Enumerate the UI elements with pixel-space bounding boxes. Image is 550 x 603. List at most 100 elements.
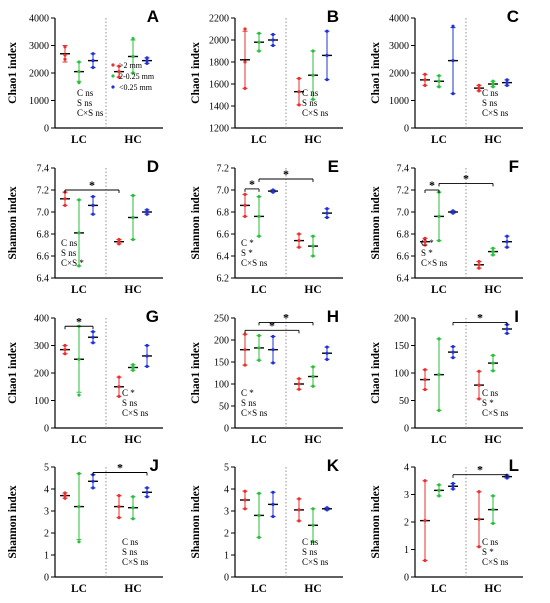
panel-h: 0 50 100 150 200 250 Chao1 index LC HC H * * C *S ns… bbox=[190, 307, 343, 446]
y-tick-label: 4000 bbox=[29, 14, 49, 25]
data-point bbox=[243, 332, 247, 336]
data-point bbox=[423, 378, 427, 382]
y-tick-label: 0 bbox=[224, 424, 229, 435]
y-tick-label: 3 bbox=[44, 507, 49, 518]
data-point bbox=[477, 383, 481, 387]
x-category-lc: LC bbox=[431, 434, 447, 446]
data-point bbox=[257, 40, 261, 44]
y-tick-label: 7.2 bbox=[37, 186, 50, 197]
y-axis-title: Chao1 index bbox=[370, 342, 382, 404]
data-point bbox=[505, 83, 509, 87]
panel-g: 0 100 200 300 400 Chao1 index LC HC G * C *S nsC×S… bbox=[7, 307, 163, 446]
x-category-hc: HC bbox=[124, 583, 141, 595]
panel-letter: I bbox=[514, 307, 519, 326]
y-tick-label: 1400 bbox=[209, 102, 229, 113]
data-point bbox=[311, 97, 315, 101]
y-tick-label: 7.2 bbox=[397, 186, 410, 197]
data-point bbox=[117, 242, 121, 246]
data-point bbox=[423, 558, 427, 563]
data-point bbox=[63, 352, 67, 356]
data-point bbox=[437, 494, 441, 498]
x-category-lc: LC bbox=[431, 284, 447, 296]
y-tick-label: 6.6 bbox=[217, 230, 230, 241]
panel-letter: G bbox=[146, 307, 159, 326]
significance-label: * bbox=[269, 318, 275, 332]
y-tick-label: 6.8 bbox=[217, 208, 230, 219]
data-point bbox=[297, 497, 301, 501]
data-point bbox=[477, 397, 481, 401]
y-axis-title: Shannon index bbox=[370, 485, 382, 558]
data-point bbox=[311, 523, 315, 527]
y-tick-label: 0 bbox=[44, 573, 49, 584]
y-tick-label: 0 bbox=[224, 573, 229, 584]
data-point bbox=[63, 496, 67, 500]
data-point bbox=[477, 545, 481, 549]
x-category-lc: LC bbox=[431, 583, 447, 595]
y-tick-label: 5 bbox=[44, 463, 49, 474]
data-point bbox=[297, 387, 301, 391]
legend-marker bbox=[111, 85, 115, 89]
y-tick-label: 7.0 bbox=[217, 186, 230, 197]
panel-f: 6.4 6.6 6.8 7.0 7.2 7.4 Shannon index LC HC F * * C … bbox=[370, 157, 523, 296]
data-point bbox=[117, 505, 121, 509]
data-point bbox=[311, 365, 315, 369]
y-tick-label: 100 bbox=[34, 396, 49, 407]
data-point bbox=[243, 507, 247, 511]
stat-annotation-line: C ns bbox=[61, 238, 78, 248]
x-category-lc: LC bbox=[71, 134, 87, 146]
data-point bbox=[325, 508, 329, 512]
data-point bbox=[271, 514, 275, 519]
panel-letter: E bbox=[328, 157, 339, 176]
y-tick-label: 200 bbox=[34, 369, 49, 380]
data-point bbox=[257, 334, 261, 338]
significance-label: * bbox=[429, 178, 435, 192]
data-point bbox=[131, 517, 135, 521]
data-point bbox=[77, 393, 81, 397]
data-point bbox=[117, 75, 121, 79]
data-point bbox=[437, 85, 441, 89]
data-point bbox=[325, 357, 329, 361]
stat-annotation-line: C * bbox=[241, 388, 254, 398]
x-category-lc: LC bbox=[431, 134, 447, 146]
x-category-hc: HC bbox=[124, 284, 141, 296]
data-point bbox=[491, 246, 495, 250]
data-point bbox=[131, 495, 135, 499]
data-point bbox=[491, 85, 495, 89]
data-point bbox=[491, 494, 495, 498]
y-tick-label: 7.2 bbox=[217, 164, 230, 175]
y-axis-title: Shannon index bbox=[7, 186, 19, 259]
data-point bbox=[505, 331, 509, 335]
y-tick-label: 2 bbox=[404, 518, 409, 529]
data-point bbox=[145, 486, 149, 490]
data-point bbox=[145, 490, 149, 494]
data-point bbox=[145, 354, 149, 358]
data-point bbox=[311, 49, 315, 53]
significance-label: * bbox=[477, 310, 483, 324]
data-point bbox=[437, 79, 441, 83]
data-point bbox=[63, 45, 67, 49]
data-point bbox=[491, 521, 495, 525]
panel-c: 0 1000 2000 3000 4000 Chao1 index LC HC C C nsS n… bbox=[370, 7, 523, 146]
y-tick-label: 2 bbox=[224, 529, 229, 540]
stat-annotation-line: C×S ns bbox=[482, 557, 509, 567]
data-point bbox=[491, 79, 495, 83]
data-point bbox=[91, 479, 95, 483]
stat-annotation-line: C×S ns bbox=[482, 108, 509, 118]
stat-annotation-line: C×S ns bbox=[421, 258, 448, 268]
data-point bbox=[477, 517, 481, 521]
x-category-hc: HC bbox=[124, 434, 141, 446]
data-point bbox=[325, 29, 329, 33]
stat-annotation-line: S ns bbox=[77, 98, 93, 108]
data-point bbox=[117, 237, 121, 242]
legend-label: <0.25 mm bbox=[119, 83, 153, 92]
data-point bbox=[257, 31, 261, 35]
data-point bbox=[311, 73, 315, 77]
y-tick-label: 400 bbox=[34, 314, 49, 325]
data-point bbox=[311, 244, 315, 248]
data-point bbox=[145, 343, 149, 348]
stat-annotation-line: S ns bbox=[302, 98, 318, 108]
data-point bbox=[311, 234, 315, 238]
data-point bbox=[243, 498, 247, 502]
y-tick-label: 2 bbox=[44, 529, 49, 540]
data-point bbox=[505, 327, 509, 331]
